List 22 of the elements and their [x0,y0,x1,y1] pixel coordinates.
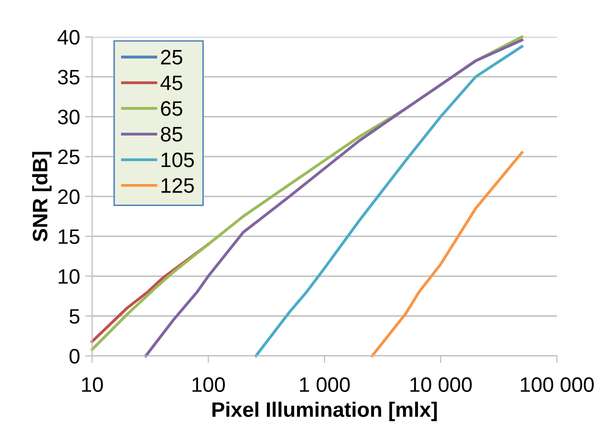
y-axis-title: SNR [dB] [32,152,52,242]
x-tick-label: 100 [192,377,225,392]
y-tick-label: 30 [58,110,80,124]
legend-label: 65 [161,101,182,116]
x-axis-title: Pixel Illumination [mlx] [212,402,437,422]
legend-label: 45 [160,76,182,90]
legend-label: 125 [162,178,194,193]
x-tick-label: 10 000 [410,377,472,392]
y-tick-label: 0 [70,348,80,364]
legend-label: 85 [160,126,182,142]
y-tick-label: 25 [58,150,80,164]
y-tick-label: 10 [58,269,80,284]
legend-label: 25 [161,50,182,65]
y-tick-label: 5 [70,309,80,324]
x-tick-label: 100 000 [520,377,594,392]
y-tick-label: 20 [58,189,80,204]
legend-label: 105 [162,152,194,168]
y-tick-label: 35 [58,70,80,85]
y-tick-label: 40 [58,30,80,45]
y-tick-label: 15 [58,229,80,244]
x-tick-label: 1 000 [300,377,350,392]
x-tick-label: 10 [82,377,103,392]
